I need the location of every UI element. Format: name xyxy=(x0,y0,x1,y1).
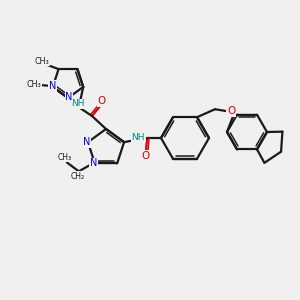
Text: N: N xyxy=(65,92,73,102)
Text: CH₂: CH₂ xyxy=(71,172,85,181)
Text: CH₃: CH₃ xyxy=(34,57,49,66)
Text: O: O xyxy=(227,106,235,116)
Text: CH₃: CH₃ xyxy=(58,153,72,162)
Text: O: O xyxy=(142,151,150,161)
Text: CH₃: CH₃ xyxy=(26,80,41,89)
Text: NH: NH xyxy=(71,100,85,109)
Text: N: N xyxy=(90,158,98,168)
Text: N: N xyxy=(83,137,91,147)
Text: N: N xyxy=(49,81,56,91)
Text: O: O xyxy=(98,96,106,106)
Text: NH: NH xyxy=(131,133,145,142)
